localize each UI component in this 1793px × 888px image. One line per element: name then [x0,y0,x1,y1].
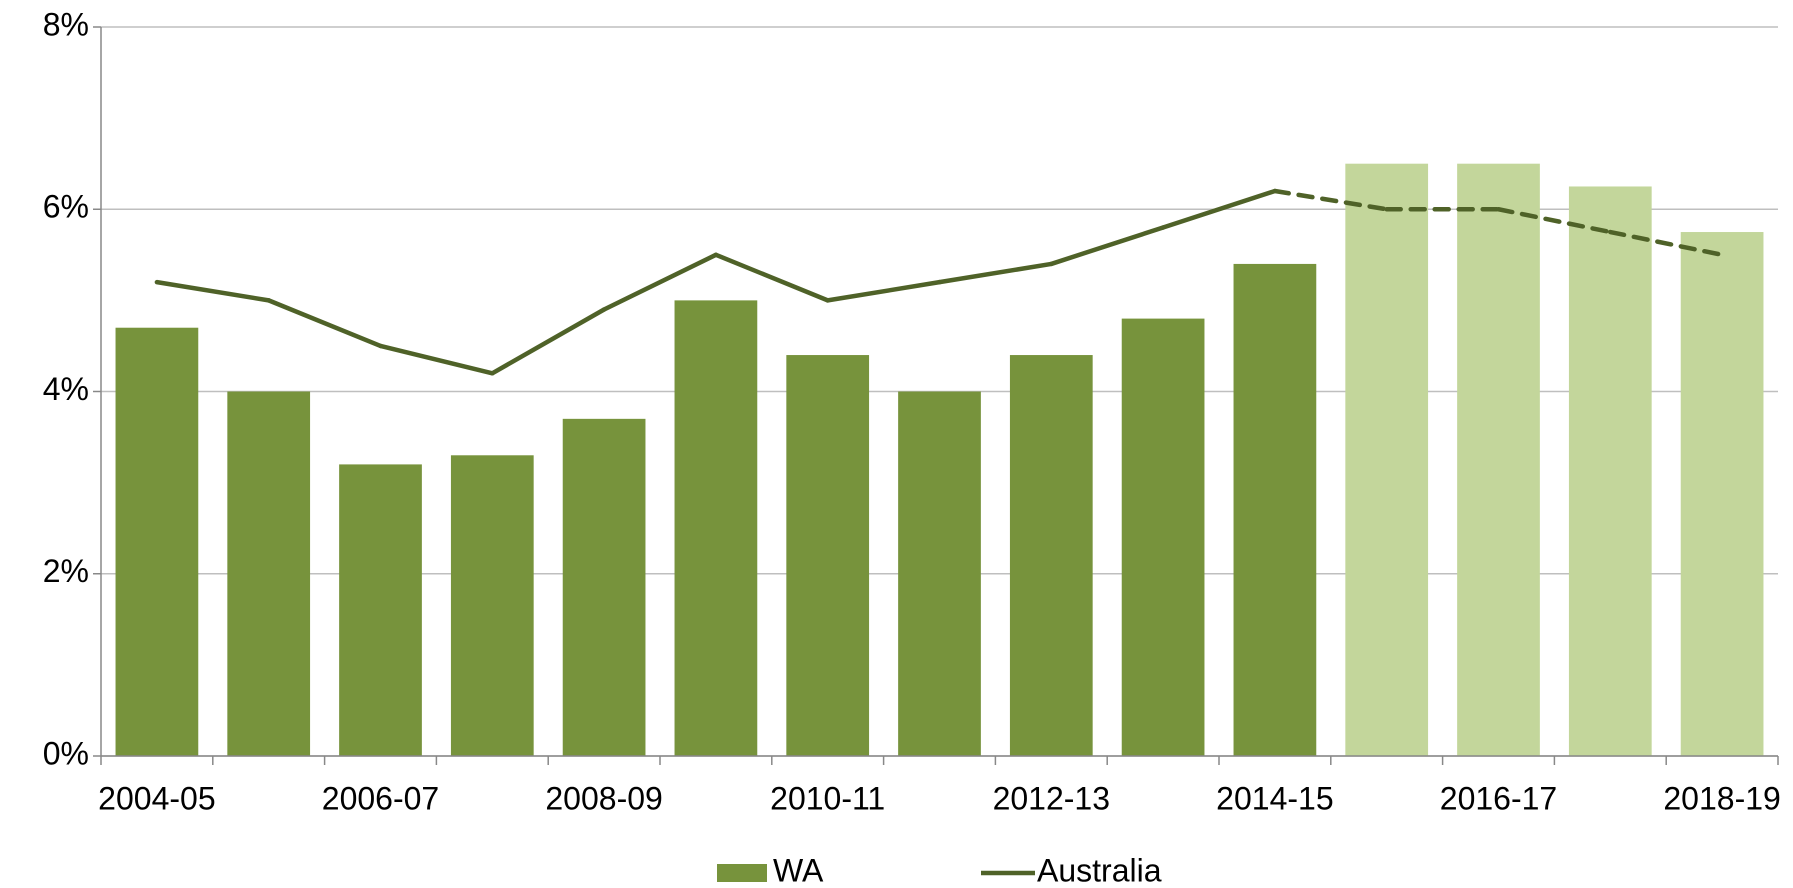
line-segment [1272,188,1389,212]
bar [674,300,758,756]
y-tick-label: 8% [43,6,89,42]
bar [115,327,199,756]
bar [1345,163,1429,756]
line-segment [154,279,271,303]
line-segment [713,252,830,303]
line-segment [1608,229,1725,258]
bar [1568,186,1652,756]
bar [227,391,311,756]
bar [450,455,534,756]
line-segment [490,307,607,376]
line-segment [1496,207,1613,235]
bar [1680,232,1764,756]
bar [1233,263,1317,756]
y-tick-label: 4% [43,371,89,407]
legend-label: WA [773,852,824,888]
bar [786,355,870,756]
line-segment [825,279,942,303]
x-tick-label: 2014-15 [1216,780,1333,816]
x-tick-label: 2018-19 [1663,780,1780,816]
legend-swatch [717,864,767,882]
line-segment [1160,188,1278,230]
bar [562,418,646,756]
legend-label: Australia [1037,852,1162,888]
bar [1121,318,1205,756]
x-tick-label: 2016-17 [1440,780,1557,816]
y-tick-label: 6% [43,189,89,225]
line-segment [1049,225,1166,267]
line-segment [378,343,495,376]
bar [1457,163,1540,756]
line-segment [266,298,383,349]
y-tick-label: 0% [43,735,89,771]
bar [898,391,981,756]
x-tick-label: 2008-09 [545,780,662,816]
x-tick-label: 2004-05 [98,780,215,816]
x-tick-label: 2010-11 [770,780,885,816]
line-segment [937,261,1054,285]
x-tick-label: 2006-07 [322,780,439,816]
bar [339,464,422,756]
y-tick-label: 2% [43,553,89,589]
x-tick-label: 2012-13 [993,780,1110,816]
line-segment [601,252,719,312]
bar [1009,355,1093,756]
